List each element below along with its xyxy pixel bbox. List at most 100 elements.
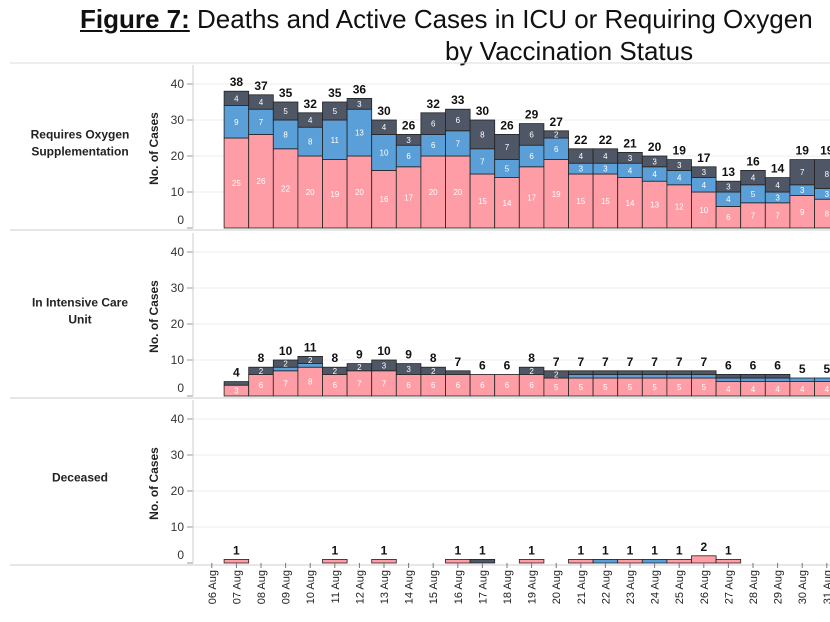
y-tick-label: 30 [171,281,185,295]
x-tick-label: 19 Aug [527,570,539,604]
y-tick-label: 10 [171,185,185,199]
segment-label: 4 [702,181,707,190]
total-label: 27 [550,115,564,129]
segment-label: 10 [380,148,389,157]
segment-label: 3 [628,154,633,163]
total-label: 8 [258,351,265,365]
bar-segment-pink [395,166,422,229]
segment-label: 8 [825,170,830,179]
bar-segment-pink [666,184,692,229]
segment-label: 6 [529,381,534,390]
total-label: 16 [746,154,760,168]
total-label: 17 [697,151,711,165]
total-label: 1 [479,543,486,557]
segment-label: 6 [431,381,436,390]
segment-label: 5 [603,383,608,392]
total-label: 6 [725,358,732,372]
row-label: Requires Oxygen Supplementation [31,128,130,159]
x-tick-label: 28 Aug [748,570,760,604]
segment-label: 8 [825,210,830,219]
segment-label: 6 [333,381,338,390]
segment-label: 5 [554,383,559,392]
segment-label: 5 [283,107,288,116]
segment-label: 4 [628,166,633,175]
total-label: 5 [823,362,830,376]
total-label: 30 [377,104,391,118]
bar-segment-pink [322,559,348,564]
bar-segment-dark [617,370,643,375]
segment-label: 6 [726,213,731,222]
segment-label: 25 [232,179,241,188]
segment-label: 4 [751,174,756,183]
bar-segment-dark [346,98,373,110]
segment-label: 2 [333,367,338,376]
bar-segment-dark [297,355,323,364]
segment-label: 9 [800,208,805,217]
segment-label: 20 [453,188,462,197]
total-label: 38 [230,75,244,89]
total-label: 7 [676,355,683,369]
bar-segment-pink [420,155,446,229]
bar-segment-pink [691,555,717,564]
total-label: 1 [331,543,338,557]
segment-label: 6 [406,152,411,161]
segment-label: 4 [775,181,780,190]
total-label: 19 [820,144,830,158]
segment-label: 7 [283,379,288,388]
total-label: 20 [648,140,662,154]
x-tick-label: 22 Aug [600,570,612,604]
segment-label: 6 [529,130,534,139]
bar-segment-blue [764,377,791,382]
total-label: 9 [356,348,363,362]
row-label: Deceased [52,471,108,485]
bar-segment-blue [666,373,692,379]
bar-segment-blue [691,373,717,379]
x-tick-label: 26 Aug [699,570,711,604]
total-label: 7 [454,355,461,369]
total-label: 7 [700,355,707,369]
total-label: 21 [623,136,637,150]
segment-label: 3 [702,168,707,177]
segment-label: 10 [699,206,708,215]
total-label: 2 [700,540,707,554]
segment-label: 8 [308,378,313,387]
segment-label: 4 [751,385,756,394]
total-label: 10 [377,344,391,358]
total-label: 7 [553,355,560,369]
y-tick-label: 10 [171,353,185,367]
total-label: 35 [279,86,293,100]
bar-segment-dark [814,159,830,189]
y-tick-label: 30 [171,113,185,127]
bar-segment-dark [469,559,496,564]
y-axis-title: No. of Cases [147,112,161,185]
total-label: 36 [353,82,367,96]
total-label: 11 [304,340,317,354]
x-tick-label: 14 Aug [404,570,416,604]
figure-label: Figure 7: [80,4,190,34]
panel-1: In Intensive Care Unit No. of Cases 0 10 20 30… [10,233,830,399]
bar-segment-pink [371,559,397,564]
y-tick-label: 20 [171,317,185,331]
y-tick-label: 20 [171,484,185,498]
segment-label: 3 [677,161,682,170]
total-label: 6 [479,358,486,372]
segment-label: 16 [380,195,389,204]
segment-label: 5 [652,383,657,392]
total-label: 13 [722,165,736,179]
row-label-line: Supplementation [31,145,128,159]
segment-label: 3 [652,157,657,166]
segment-label: 4 [800,385,805,394]
segment-label: 5 [333,107,338,116]
row-label-line: Deceased [52,471,108,485]
segment-label: 13 [650,201,659,210]
bar-segment-pink [691,191,717,229]
segment-label: 3 [726,183,731,192]
segment-label: 6 [406,381,411,390]
total-label: 37 [254,79,268,93]
segment-label: 4 [259,98,264,107]
x-tick-label: 11 Aug [330,570,342,603]
bar-segment-blue [715,377,742,382]
bar-segment-dark [494,133,520,160]
total-label: 14 [771,162,785,176]
segment-label: 7 [382,379,387,388]
